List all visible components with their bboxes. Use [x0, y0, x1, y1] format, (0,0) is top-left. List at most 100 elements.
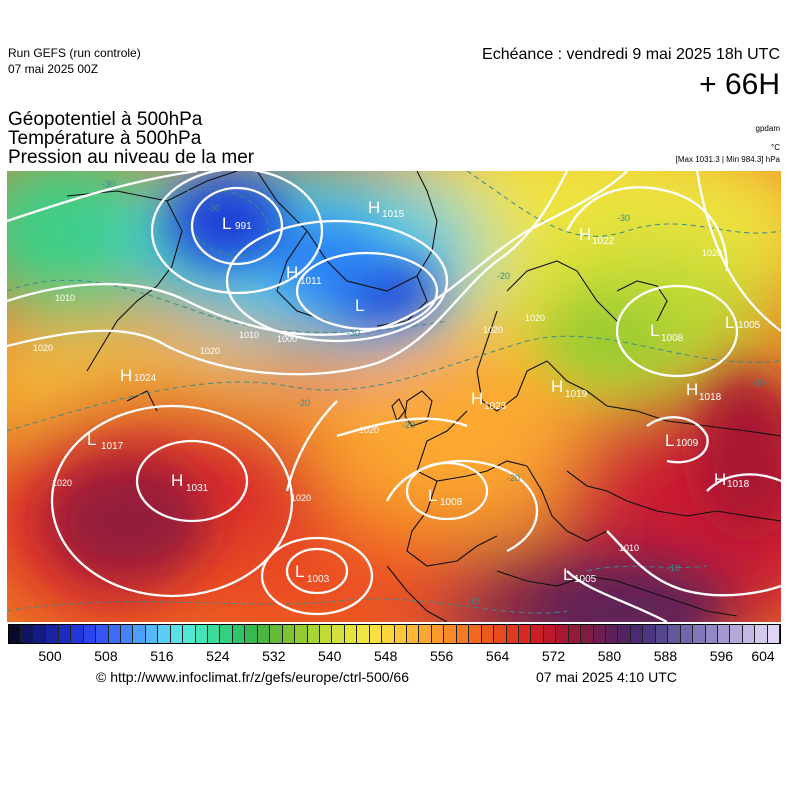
- pressure-center-value: 1031: [186, 483, 209, 494]
- colorbar-swatch: [606, 625, 619, 643]
- colorbar-swatch: [593, 625, 606, 643]
- colorbar-tick-label: 564: [485, 648, 510, 664]
- isobar-label: 1020: [702, 248, 722, 258]
- isotherm-label: -20: [297, 398, 310, 408]
- colorbar-swatch: [295, 625, 308, 643]
- title-geopotential: Géopotentiel à 500hPa: [8, 109, 203, 130]
- colorbar-tick-label: 508: [94, 648, 118, 664]
- colorbar-swatch: [71, 625, 84, 643]
- colorbar-swatch: [282, 625, 296, 643]
- colorbar: [8, 624, 781, 644]
- pressure-center: L: [563, 565, 572, 584]
- title-temperature: Température à 500hPa: [8, 128, 202, 149]
- colorbar-tick-label: 580: [597, 648, 622, 664]
- pressure-center-value: 1022: [592, 236, 615, 247]
- pressure-center-value: 1011: [300, 276, 322, 287]
- colorbar-swatch: [9, 625, 22, 643]
- colorbar-swatch: [108, 625, 121, 643]
- colorbar-swatch: [618, 625, 631, 643]
- colorbar-swatch: [755, 625, 768, 643]
- colorbar-swatch: [494, 625, 507, 643]
- pressure-center: L: [295, 562, 304, 581]
- colorbar-tick-label: 596: [709, 648, 734, 664]
- issued-time: 07 mai 2025 4:10 UTC: [536, 669, 677, 685]
- isotherm-label: -30: [207, 203, 220, 213]
- isotherm-label: -10: [667, 563, 680, 573]
- colorbar-swatch: [270, 625, 283, 643]
- weather-map-svg: H 1015 H 1022 H 1011 L L 991 L 1008 L 10…: [7, 171, 781, 622]
- colorbar-tick-label: 572: [541, 648, 566, 664]
- lead-time: + 66H: [699, 68, 780, 101]
- colorbar-swatch: [183, 625, 196, 643]
- pressure-center: H: [714, 470, 726, 489]
- colorbar-swatch: [693, 625, 706, 643]
- isobar-label: 1010: [619, 543, 639, 553]
- pressure-center: L: [87, 430, 96, 449]
- weather-map: H 1015 H 1022 H 1011 L L 991 L 1008 L 10…: [7, 171, 781, 622]
- isotherm-label: -20: [402, 420, 415, 430]
- colorbar-swatch: [245, 625, 258, 643]
- isobar-label: 1020: [359, 425, 379, 435]
- colorbar-swatch: [705, 625, 718, 643]
- colorbar-swatch: [332, 625, 345, 643]
- colorbar-swatch: [83, 625, 97, 643]
- isobar-label: 1020: [483, 325, 503, 335]
- run-name: Run GEFS (run controle): [8, 46, 141, 60]
- credit-url: © http://www.infoclimat.fr/z/gefs/europe…: [96, 669, 410, 685]
- isotherm-label: -30: [617, 213, 630, 223]
- isotherm-label: -30: [102, 179, 115, 189]
- isobar-label: 1010: [55, 293, 75, 303]
- pressure-center: H: [286, 263, 298, 282]
- pressure-center: H: [171, 471, 183, 490]
- colorbar-swatch: [469, 625, 482, 643]
- colorbar-swatch: [630, 625, 644, 643]
- colorbar-swatch: [170, 625, 184, 643]
- pressure-center-value: 1023: [484, 401, 507, 412]
- colorbar-swatch: [680, 625, 694, 643]
- colorbar-swatch: [382, 625, 395, 643]
- colorbar-swatch: [431, 625, 445, 643]
- pressure-center-value: 1005: [574, 574, 597, 585]
- colorbar-swatch: [369, 625, 383, 643]
- pressure-center: L: [725, 313, 734, 332]
- colorbar-tick-label: 548: [374, 648, 398, 664]
- pressure-center-value: 1017: [101, 441, 124, 452]
- isotherm-label: -20: [752, 378, 765, 388]
- colorbar-swatch: [232, 625, 246, 643]
- isobar-label: 1020: [52, 478, 72, 488]
- pressure-center-value: 1009: [676, 438, 699, 449]
- colorbar-swatch: [717, 625, 731, 643]
- colorbar-swatch: [407, 625, 420, 643]
- isotherm-label: -20: [507, 473, 520, 483]
- isotherm-label: -20: [497, 271, 510, 281]
- colorbar-swatch: [357, 625, 370, 643]
- isotherm-labels: -30 -30 -20 -30 -20 -20 -20 -10 -10 -20 …: [102, 179, 765, 606]
- isotherm-label: -30: [347, 328, 360, 338]
- colorbar-swatch: [195, 625, 208, 643]
- colorbar-swatch: [767, 625, 781, 643]
- unit-pressure-range: [Max 1031.3 | Min 984.3] hPa: [675, 155, 780, 164]
- colorbar-swatch: [742, 625, 756, 643]
- colorbar-swatch: [419, 625, 432, 643]
- pressure-center: H: [579, 225, 591, 244]
- colorbar-swatch: [319, 625, 333, 643]
- pressure-center: L: [355, 296, 364, 315]
- colorbar-swatch: [481, 625, 495, 643]
- colorbar-swatch: [394, 625, 407, 643]
- pressure-center-value: 1019: [565, 389, 588, 400]
- colorbar-swatch: [208, 625, 221, 643]
- colorbar-swatch: [444, 625, 457, 643]
- pressure-center-labels: H 1015 H 1022 H 1011 L L 991 L 1008 L 10…: [87, 198, 761, 585]
- pressure-center-value: 991: [235, 221, 252, 232]
- colorbar-swatch: [668, 625, 681, 643]
- pressure-center: L: [222, 214, 231, 233]
- pressure-center-value: 1018: [727, 479, 750, 490]
- colorbar-swatch: [158, 625, 171, 643]
- run-date: 07 mai 2025 00Z: [8, 62, 99, 76]
- pressure-center: L: [665, 431, 674, 450]
- colorbar-swatch: [96, 625, 109, 643]
- colorbar-swatch: [21, 625, 34, 643]
- colorbar-tick-label: 604: [751, 648, 775, 664]
- pressure-center-value: 1008: [661, 333, 684, 344]
- isobar-label: 1010: [239, 330, 259, 340]
